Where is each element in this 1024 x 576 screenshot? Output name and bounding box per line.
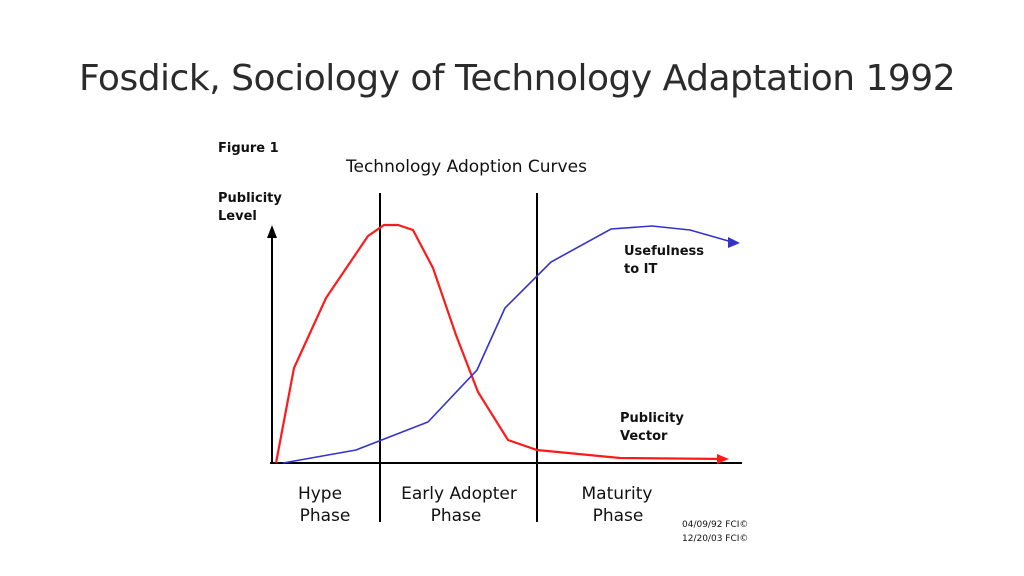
credit-line-1: 04/09/92 FCI© [682, 520, 748, 530]
slide-title: Fosdick, Sociology of Technology Adaptat… [79, 58, 956, 99]
figure-title: Technology Adoption Curves [345, 157, 587, 177]
usefulness-curve [282, 225, 733, 464]
phase-hype-line1: Hype [298, 484, 342, 504]
publicity-label-line2: Vector [620, 429, 668, 444]
phase-early-adopter-line1: Early Adopter [401, 484, 517, 504]
publicity-vector-curve [274, 223, 726, 464]
figure-label: Figure 1 [218, 141, 279, 156]
y-axis-label-line1: Publicity [218, 191, 282, 206]
phase-maturity-line1: Maturity [582, 484, 653, 504]
phase-maturity-line2: Phase [593, 506, 644, 526]
publicity-label-line1: Publicity [620, 411, 684, 426]
credit-line-2: 12/20/03 FCI© [682, 534, 748, 544]
usefulness-label-line2: to IT [624, 262, 658, 277]
usefulness-arrow-icon [728, 237, 740, 248]
usefulness-label-line1: Usefulness [624, 244, 704, 259]
y-axis-label-line2: Level [218, 209, 257, 224]
y-axis-arrow-icon [267, 225, 277, 238]
phase-hype-line2: Phase [300, 506, 351, 526]
phase-early-adopter-line2: Phase [431, 506, 482, 526]
publicity-vector-arrow-icon [717, 454, 729, 464]
